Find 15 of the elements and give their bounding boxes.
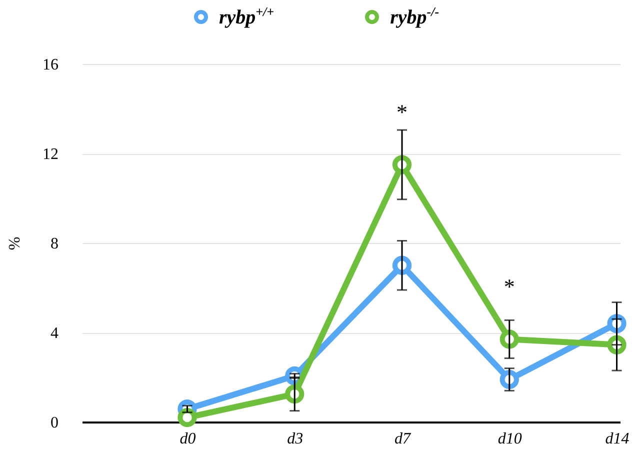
x-tick-label: d3 <box>287 430 304 448</box>
y-tick-label: 12 <box>42 146 58 163</box>
y-tick-label: 8 <box>50 236 58 252</box>
annotation: * <box>504 274 515 300</box>
x-tick-label: d10 <box>498 430 522 448</box>
x-tick-label: d7 <box>394 430 412 448</box>
x-tick-label: d0 <box>180 430 196 448</box>
legend-label: rybp$^{+/+}$ <box>218 4 274 30</box>
annotation: * <box>396 100 408 125</box>
y-tick-label: 16 <box>42 56 58 74</box>
y-tick-label: 0 <box>50 414 58 432</box>
x-tick-label: d14 <box>605 430 630 448</box>
y-tick-label: 4 <box>50 325 58 342</box>
y-axis-title: % <box>6 236 24 250</box>
legend-label: rybp$^{-/-}$ <box>390 4 440 30</box>
